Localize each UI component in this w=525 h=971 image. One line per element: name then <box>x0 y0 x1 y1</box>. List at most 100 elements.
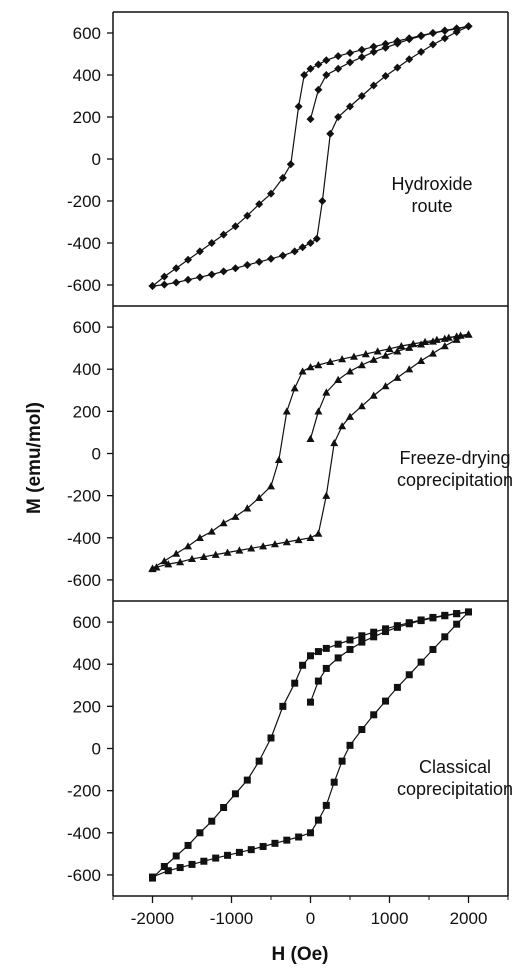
data-point <box>417 47 426 56</box>
series-line-3-1 <box>152 611 469 879</box>
data-point <box>314 85 323 94</box>
data-point <box>294 535 303 544</box>
data-point <box>357 402 366 410</box>
data-point <box>322 56 331 65</box>
data-point <box>255 200 264 209</box>
data-point <box>393 373 402 381</box>
data-point <box>235 848 243 856</box>
y-tick-label: 200 <box>73 108 101 127</box>
data-point <box>326 357 335 366</box>
data-point <box>212 854 220 862</box>
y-tick-label: -600 <box>67 276 101 295</box>
annotation-line: Classical <box>419 757 491 777</box>
data-point <box>346 645 354 653</box>
data-point <box>393 347 402 355</box>
data-point <box>172 852 180 860</box>
data-point <box>314 677 322 685</box>
data-point <box>160 272 169 281</box>
data-point <box>453 620 461 628</box>
data-point <box>231 222 240 231</box>
data-point <box>417 356 426 364</box>
data-point <box>405 343 414 351</box>
data-point <box>334 654 342 662</box>
data-point <box>282 407 291 415</box>
data-point <box>440 26 449 35</box>
y-tick-label: 200 <box>73 697 101 716</box>
data-point <box>231 790 239 798</box>
data-point <box>314 407 323 415</box>
data-point <box>207 239 216 247</box>
data-point <box>369 81 378 90</box>
data-point <box>299 661 307 669</box>
y-tick-label: -400 <box>67 824 101 843</box>
data-point <box>259 542 268 550</box>
x-axis-title: H (Oe) <box>272 944 329 965</box>
data-point <box>312 234 321 243</box>
y-tick-label: 0 <box>92 445 101 464</box>
data-point <box>176 864 184 872</box>
data-point <box>219 519 228 527</box>
data-point <box>188 860 196 868</box>
data-point <box>373 347 382 355</box>
x-tick-label: -2000 <box>131 909 174 928</box>
data-point <box>307 829 314 837</box>
data-point <box>452 24 461 33</box>
data-point <box>148 282 157 291</box>
data-point <box>255 493 264 501</box>
panel-annotation: Hydroxide route <box>391 174 472 216</box>
data-point <box>346 58 354 67</box>
data-point <box>283 836 291 844</box>
data-point <box>160 280 169 289</box>
data-point <box>334 64 343 73</box>
data-point <box>314 816 322 824</box>
y-tick-label: -400 <box>67 529 101 548</box>
x-tick-label: 2000 <box>450 909 488 928</box>
data-point <box>314 361 323 369</box>
data-point <box>429 645 437 653</box>
data-point <box>160 556 169 565</box>
annotation-line: route <box>411 196 452 216</box>
data-point <box>184 255 193 264</box>
data-point <box>278 251 287 260</box>
y-tick-label: -200 <box>67 782 101 801</box>
data-point <box>195 247 204 256</box>
data-point <box>441 612 449 620</box>
data-point <box>290 384 299 392</box>
data-point <box>211 550 220 558</box>
data-point <box>357 53 366 62</box>
data-point <box>279 702 287 710</box>
data-point <box>176 558 185 566</box>
data-point <box>267 189 275 198</box>
data-point <box>195 273 204 282</box>
data-point <box>149 873 156 881</box>
data-point <box>247 846 255 854</box>
data-point <box>409 339 418 348</box>
data-point <box>369 42 378 51</box>
data-point <box>358 632 366 640</box>
data-point <box>405 55 414 64</box>
data-point <box>306 434 315 442</box>
data-point <box>428 40 437 49</box>
data-point <box>322 388 331 396</box>
panel-3: -600 -400 -200 0 200 400 600 Classical coprecipi… <box>67 608 513 885</box>
data-point <box>346 636 354 644</box>
data-point <box>298 243 307 252</box>
data-point <box>184 542 193 550</box>
data-point <box>361 350 370 358</box>
data-point <box>235 546 244 554</box>
data-point <box>357 361 366 369</box>
data-point <box>207 270 216 279</box>
data-point <box>349 352 358 360</box>
x-tick-label: 0 <box>306 909 315 928</box>
data-point <box>370 711 378 719</box>
data-point <box>440 342 449 350</box>
data-point <box>270 540 279 548</box>
data-point <box>164 560 173 568</box>
data-point <box>267 734 275 742</box>
data-point <box>441 633 449 641</box>
data-point <box>172 264 181 273</box>
data-point <box>278 173 287 182</box>
data-point <box>330 778 338 786</box>
data-point <box>417 32 426 41</box>
data-point <box>208 817 216 825</box>
